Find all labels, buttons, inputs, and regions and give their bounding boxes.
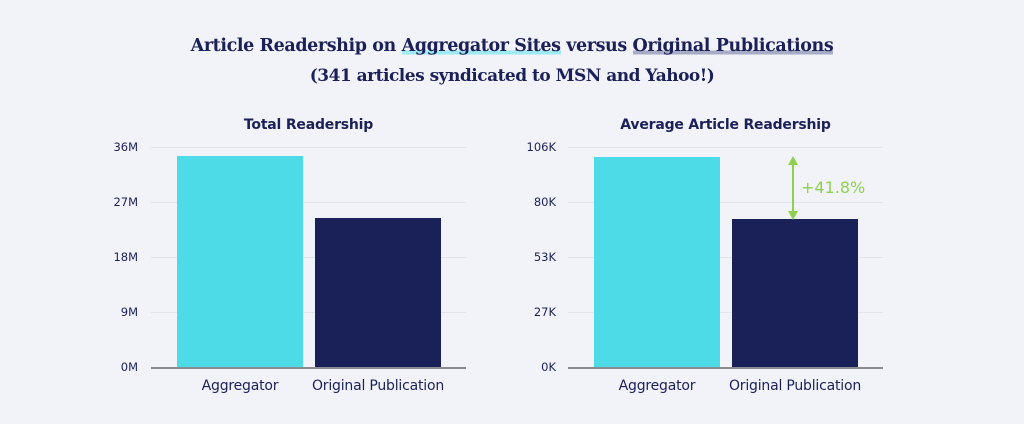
gridline [151, 202, 466, 203]
bar-aggregator [177, 156, 303, 367]
y-tick-label: 0M [120, 360, 138, 374]
x-category-label: Aggregator [201, 378, 279, 394]
y-tick-label: 106K [526, 140, 557, 154]
x-category-label: Original Publication [311, 378, 445, 394]
x-category-label: Original Publication [728, 378, 862, 394]
chart-title: Average Article Readership [620, 117, 831, 133]
title-part: versus [560, 36, 633, 56]
arrow-down-icon [788, 211, 798, 220]
x-category-label: Aggregator [618, 378, 696, 394]
chart-title: Total Readership [243, 117, 374, 133]
title-part: Article Readership on [190, 36, 402, 56]
y-tick-label: 53K [533, 250, 556, 264]
x-axis [151, 367, 466, 369]
gridline [568, 257, 883, 258]
title-highlight-aggregator: Aggregator Sites [401, 36, 561, 56]
y-tick-label: 27K [533, 305, 556, 319]
bar-aggregator [594, 157, 720, 367]
y-tick-label: 0K [541, 360, 556, 374]
bar-original-publication [315, 218, 441, 367]
y-tick-label: 18M [113, 250, 138, 264]
gridline [568, 312, 883, 313]
delta-line [792, 163, 794, 213]
gridline [151, 257, 466, 258]
y-tick-label: 27M [113, 195, 138, 209]
gridline [151, 312, 466, 313]
arrow-up-icon [788, 156, 798, 165]
gridline [151, 147, 466, 148]
page-subtitle: (341 articles syndicated to MSN and Yaho… [309, 66, 715, 86]
bar-original-publication [732, 219, 858, 367]
title-highlight-original: Original Publications [632, 36, 834, 56]
y-tick-label: 80K [533, 195, 556, 209]
gridline [568, 202, 883, 203]
y-tick-label: 36M [113, 140, 138, 154]
y-tick-label: 9M [120, 305, 138, 319]
delta-percentage-label: +41.8% [801, 178, 866, 197]
page-title: Article Readership on Aggregator Sites v… [0, 36, 1024, 56]
x-axis [568, 367, 883, 369]
gridline [568, 147, 883, 148]
